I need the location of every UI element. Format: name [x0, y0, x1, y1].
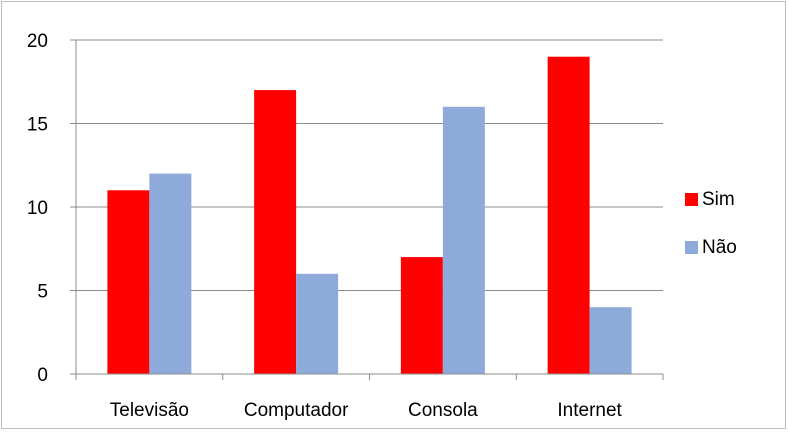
y-tick-label: 20 — [27, 31, 48, 52]
bar-no-3 — [589, 307, 632, 374]
x-tick-label: Consola — [408, 400, 478, 421]
bar-sim-1 — [254, 90, 297, 374]
legend-label: Sim — [702, 189, 735, 210]
y-tick-label: 5 — [37, 282, 48, 303]
axes — [70, 39, 664, 380]
x-tick-label: Internet — [557, 400, 622, 421]
x-tick-label: Computador — [244, 400, 349, 421]
legend-swatch-0 — [685, 193, 698, 206]
legend-label: Não — [702, 237, 737, 258]
bar-no-2 — [442, 106, 485, 375]
bar-no-1 — [296, 273, 339, 374]
bar-no-0 — [149, 173, 192, 374]
legend-swatch-1 — [685, 241, 698, 254]
y-tick-label: 0 — [37, 365, 48, 386]
y-tick-label: 15 — [27, 115, 48, 136]
bars — [107, 56, 632, 375]
y-tick-labels: 0 5 10 15 20 — [27, 31, 48, 386]
legend: Sim Não — [685, 189, 737, 258]
bar-sim-0 — [107, 190, 150, 374]
y-tick-label: 10 — [27, 198, 48, 219]
bar-sim-2 — [400, 257, 443, 374]
x-tick-label: Televisão — [110, 400, 189, 421]
bar-sim-3 — [547, 56, 590, 374]
x-tick-labels: Televisão Computador Consola Internet — [110, 400, 623, 421]
